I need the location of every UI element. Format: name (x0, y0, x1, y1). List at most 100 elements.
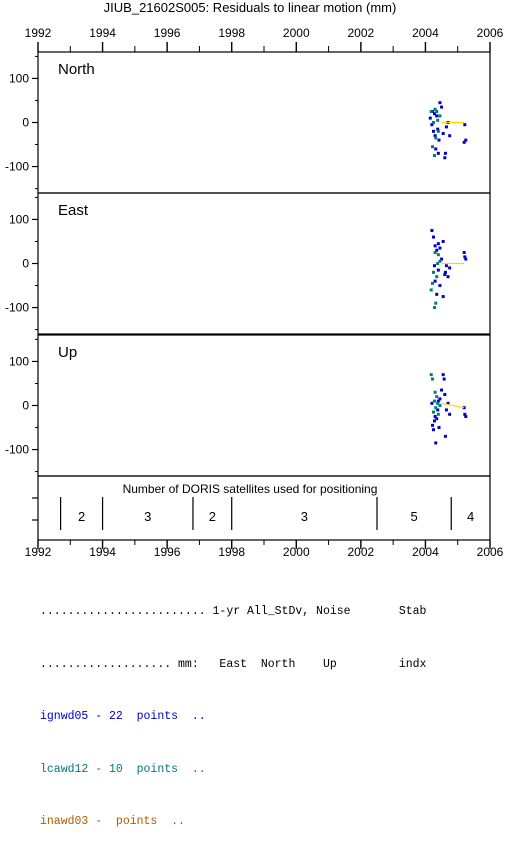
point-ignwd05 (443, 151, 447, 155)
point-ignwd05 (443, 392, 447, 396)
point-ignwd05 (436, 408, 440, 412)
point-lcawd12 (432, 154, 436, 158)
point-ignwd05 (444, 264, 448, 268)
point-ignwd05 (431, 423, 435, 427)
point-ignwd05 (438, 284, 442, 288)
sat-count: 3 (301, 509, 308, 524)
legend: ........................ 1-yr All_StDv, … (40, 568, 426, 848)
panel-label-east: East (58, 202, 89, 219)
top-tick-label-2004: 2004 (412, 26, 439, 40)
point-lcawd12 (435, 275, 439, 279)
point-ignwd05 (448, 266, 452, 270)
bottom-tick-label-1996: 1996 (154, 545, 181, 559)
point-ignwd05 (446, 401, 450, 405)
top-tick-label-1992: 1992 (25, 26, 52, 40)
point-ignwd05 (448, 134, 452, 138)
sat-count: 4 (467, 509, 474, 524)
satellite-label: Number of DORIS satellites used for posi… (123, 482, 378, 496)
point-lcawd12 (433, 250, 437, 254)
point-lcawd12 (432, 399, 436, 403)
bottom-tick-label-2002: 2002 (348, 545, 375, 559)
point-ignwd05 (441, 373, 445, 377)
panel-frame (37, 192, 491, 335)
top-tick-label-1998: 1998 (218, 26, 245, 40)
point-ignwd05 (435, 114, 439, 118)
panel-up: Up 100 0 -100 (5, 334, 491, 477)
top-tick-label-2000: 2000 (283, 26, 310, 40)
point-ignwd05 (463, 255, 467, 259)
point-ignwd05 (436, 268, 440, 272)
panel-label-up: Up (58, 344, 77, 361)
point-ignwd05 (446, 275, 450, 279)
point-ignwd05 (432, 428, 435, 432)
point-ignwd05 (435, 417, 439, 421)
sat-count: 2 (209, 509, 216, 524)
point-lcawd12 (429, 288, 433, 292)
point-ignwd05 (434, 441, 438, 445)
point-ignwd05 (464, 415, 468, 419)
y-tick-label-0: 0 (22, 399, 29, 413)
legend-header-1: ........................ 1-yr All_StDv, … (40, 605, 427, 618)
point-lcawd12 (438, 114, 442, 118)
bottom-axis: 1992 1994 1996 1998 2000 2002 2004 2006 (25, 540, 504, 559)
top-tick-label-1996: 1996 (154, 26, 181, 40)
point-ignwd05 (464, 138, 468, 142)
y-tick-label-100: 100 (9, 71, 29, 85)
point-ignwd05 (441, 132, 445, 136)
point-ignwd05 (432, 264, 436, 268)
top-tick-label-1994: 1994 (89, 26, 116, 40)
point-ignwd05 (463, 412, 467, 416)
point-ignwd05 (433, 279, 437, 283)
point-ignwd05 (428, 116, 432, 120)
point-ignwd05 (434, 147, 438, 151)
top-tick-label-2006: 2006 (477, 26, 504, 40)
legend-row-ignwd05: ignwd05 - 22 points .. (40, 710, 206, 723)
panel-frame (37, 334, 491, 477)
point-ignwd05 (430, 123, 434, 127)
sat-count: 5 (411, 509, 418, 524)
sat-count: 3 (144, 509, 151, 524)
point-lcawd12 (436, 412, 440, 416)
point-lcawd12 (436, 118, 440, 122)
y-tick-label-100: 100 (9, 354, 29, 368)
top-axis: 1992 1994 1996 1998 2000 2002 2004 2006 (25, 26, 504, 52)
point-ignwd05 (440, 257, 444, 261)
point-lcawd12 (438, 404, 442, 407)
point-lcawd12 (434, 136, 438, 140)
point-ignwd05 (435, 292, 439, 296)
point-lcawd12 (431, 281, 435, 285)
point-lcawd12 (436, 262, 440, 265)
point-lcawd12 (433, 390, 437, 394)
legend-row-lcawd12: lcawd12 - 10 points .. (40, 762, 206, 776)
point-lcawd12 (433, 107, 437, 111)
legend-row-inawd03: inawd03 - points .. (40, 815, 185, 828)
satellite-panel: Number of DORIS satellites used for posi… (32, 475, 491, 541)
panel-north: North 100 0 -100 (5, 51, 491, 194)
point-lcawd12 (429, 109, 433, 113)
point-lcawd12 (432, 270, 435, 274)
top-tick-label-2002: 2002 (348, 26, 375, 40)
bottom-tick-label-2004: 2004 (412, 545, 439, 559)
point-ignwd05 (440, 105, 444, 109)
point-lcawd12 (431, 377, 435, 381)
y-tick-label--100: -100 (5, 301, 29, 315)
panel-label-north: North (58, 61, 95, 78)
point-ignwd05 (443, 273, 447, 277)
y-tick-label-100: 100 (9, 212, 29, 226)
y-tick-label-0: 0 (22, 116, 29, 130)
point-lcawd12 (436, 129, 440, 133)
point-ignwd05 (435, 248, 439, 252)
point-lcawd12 (436, 253, 440, 257)
point-ignwd05 (444, 125, 448, 129)
point-ignwd05 (438, 397, 442, 401)
chart-title: JIUB_21602S005: Residuals to linear moti… (104, 0, 397, 15)
point-ignwd05 (437, 426, 441, 430)
point-ignwd05 (444, 408, 448, 412)
point-lcawd12 (432, 410, 435, 414)
point-ignwd05 (433, 134, 437, 138)
bottom-tick-label-1998: 1998 (218, 545, 245, 559)
bottom-tick-label-2000: 2000 (283, 545, 310, 559)
point-ignwd05 (432, 419, 436, 423)
y-tick-label-0: 0 (22, 257, 29, 271)
point-ignwd05 (443, 156, 447, 160)
